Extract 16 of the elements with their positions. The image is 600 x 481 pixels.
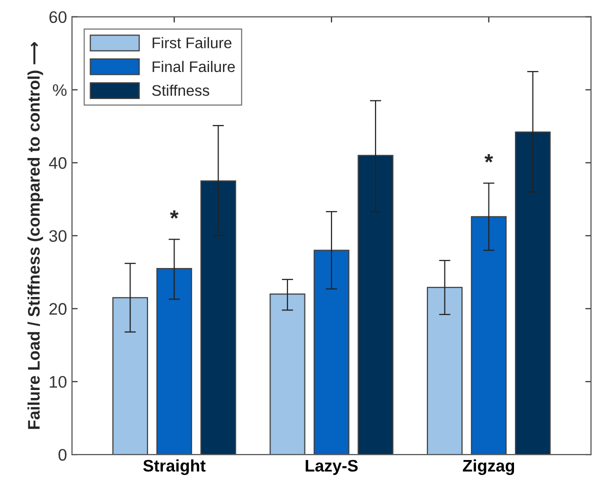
y-tick-label: 40 bbox=[48, 157, 66, 169]
annotation: * bbox=[484, 154, 494, 162]
legend-label: First Failure bbox=[152, 37, 232, 48]
y-tick-label: % bbox=[52, 84, 67, 96]
x-tick-label: Zigzag bbox=[462, 459, 514, 476]
y-axis-title: Failure Load / Stiffness (compared to control) ⟶ bbox=[28, 42, 44, 429]
x-tick-label: Lazy-S bbox=[306, 460, 358, 475]
annotation: * bbox=[170, 210, 179, 219]
y-tick-label: 10 bbox=[50, 376, 66, 388]
legend-label: Final Failure bbox=[152, 60, 235, 72]
y-tick-label: 0 bbox=[58, 448, 66, 461]
y-tick-label: 30 bbox=[49, 230, 66, 242]
y-tick-label: 60 bbox=[49, 11, 66, 24]
legend-label: Stiffness bbox=[152, 84, 210, 96]
x-tick-label: Straight bbox=[143, 459, 206, 476]
y-tick-label: 20 bbox=[49, 303, 66, 315]
